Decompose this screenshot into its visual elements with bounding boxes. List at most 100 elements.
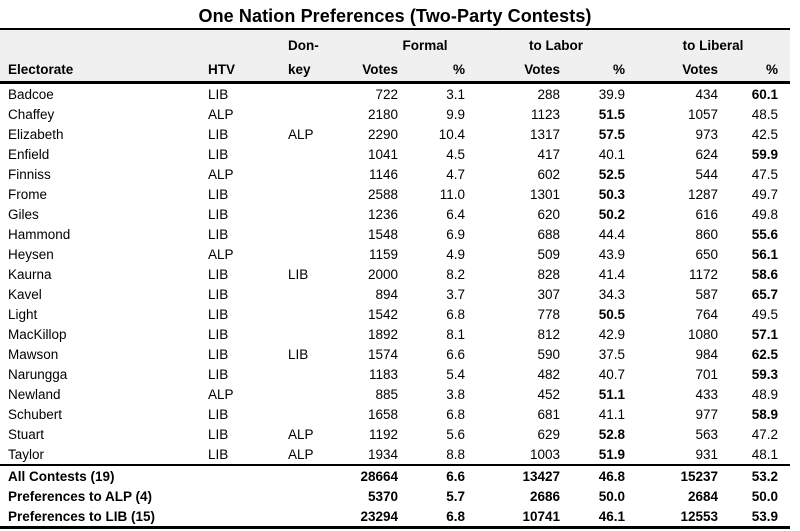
liberal-pct-cell: 58.6 (751, 266, 779, 282)
formal-votes-cell: 1183 (368, 366, 398, 382)
header-spacer-electorate (0, 29, 200, 54)
header-group-to-liberal: to Liberal (682, 38, 744, 53)
electorate-cell: Narungga (8, 366, 68, 382)
electorate-cell: Finniss (8, 166, 51, 182)
labor-pct-cell: 52.8 (598, 426, 626, 442)
electorate-cell: Elizabeth (8, 126, 64, 142)
donkey-cell: ALP (288, 126, 314, 142)
header-electorate: Electorate (8, 62, 74, 77)
table-row: Newland ALP 885 3.8 452 51.1 433 48.9 (0, 384, 790, 404)
donkey-cell (280, 83, 340, 105)
formal-pct-cell: 9.9 (446, 106, 466, 122)
formal-votes-cell: 1041 (367, 146, 398, 162)
labor-votes-cell: 288 (537, 86, 561, 102)
labor-votes-cell: 417 (537, 146, 561, 162)
labor-pct-cell: 50.2 (598, 206, 626, 222)
formal-pct-cell: 8.2 (446, 266, 466, 282)
formal-pct-cell: 6.6 (446, 346, 466, 362)
table-row: Heysen ALP 1159 4.9 509 43.9 650 56.1 (0, 244, 790, 264)
liberal-votes-cell: 616 (695, 206, 719, 222)
table-row: Finniss ALP 1146 4.7 602 52.5 544 47.5 (0, 164, 790, 184)
donkey-cell (280, 384, 340, 404)
liberal-votes-cell: 1080 (687, 326, 719, 342)
labor-votes-cell: 681 (537, 406, 561, 422)
labor-votes-cell: 1123 (530, 106, 561, 122)
header-group-to-labor: to Labor (529, 38, 584, 53)
electorate-cell: Kavel (8, 286, 42, 302)
table-row: Enfield LIB 1041 4.5 417 40.1 624 59.9 (0, 144, 790, 164)
liberal-votes-cell: 1057 (687, 106, 719, 122)
liberal-pct-cell: 59.3 (751, 366, 779, 382)
labor-votes-cell: 620 (537, 206, 561, 222)
table-header: Don- Formal to Labor to Liberal Electora… (0, 29, 791, 83)
total-label-cell: Preferences to LIB (15) (8, 508, 156, 524)
liberal-pct-cell: 47.2 (751, 426, 779, 442)
liberal-votes-cell: 650 (695, 246, 719, 262)
electorate-cell: Heysen (8, 246, 54, 262)
header-labor-pct: % (613, 62, 626, 77)
table-row: MacKillop LIB 1892 8.1 812 42.9 1080 57.1 (0, 324, 790, 344)
labor-pct-cell: 51.9 (598, 446, 626, 462)
htv-cell: LIB (208, 346, 229, 362)
labor-pct-cell: 42.9 (598, 326, 626, 342)
labor-votes-cell: 828 (537, 266, 561, 282)
table-body: Badcoe LIB 722 3.1 288 39.9 434 60.1 Chaffey ALP 2… (0, 83, 790, 466)
htv-cell: LIB (208, 186, 229, 202)
table-row: Taylor LIB ALP 1934 8.8 1003 51.9 931 48.1 (0, 444, 790, 465)
total-labor-pct-cell: 46.1 (598, 508, 626, 524)
liberal-pct-cell: 48.5 (751, 106, 779, 122)
electorate-cell: Schubert (8, 406, 63, 422)
labor-votes-cell: 602 (537, 166, 561, 182)
total-liberal-votes-cell: 15237 (680, 468, 719, 484)
formal-votes-cell: 885 (375, 386, 398, 402)
htv-cell: LIB (208, 146, 229, 162)
htv-cell: LIB (208, 306, 229, 322)
formal-pct-cell: 6.9 (446, 226, 466, 242)
liberal-pct-cell: 62.5 (751, 346, 779, 362)
column-header-row: Electorate HTV key Votes % Votes % Votes… (0, 54, 790, 83)
table-row: Kaurna LIB LIB 2000 8.2 828 41.4 1172 58.6 (0, 264, 790, 284)
donkey-cell (280, 204, 340, 224)
total-labor-pct-cell: 50.0 (598, 488, 626, 504)
table-row: Giles LIB 1236 6.4 620 50.2 616 49.8 (0, 204, 790, 224)
formal-pct-cell: 5.4 (446, 366, 466, 382)
htv-cell: LIB (208, 86, 229, 102)
htv-cell: LIB (208, 426, 229, 442)
liberal-pct-cell: 56.1 (751, 246, 779, 262)
formal-pct-cell: 6.8 (446, 406, 466, 422)
table-totals: All Contests (19) 28664 6.6 13427 46.8 15237 5… (0, 465, 791, 528)
total-label-cell: All Contests (19) (8, 468, 115, 484)
labor-pct-cell: 43.9 (598, 246, 626, 262)
donkey-cell: LIB (288, 346, 309, 362)
labor-pct-cell: 37.5 (598, 346, 626, 362)
liberal-votes-cell: 434 (695, 86, 719, 102)
total-liberal-pct-cell: 53.2 (751, 468, 779, 484)
donkey-cell: ALP (288, 446, 314, 462)
total-labor-votes-cell: 10741 (522, 508, 561, 524)
table-row: Light LIB 1542 6.8 778 50.5 764 49.5 (0, 304, 790, 324)
formal-pct-cell: 4.9 (446, 246, 466, 262)
formal-pct-cell: 8.1 (446, 326, 466, 342)
labor-pct-cell: 50.3 (598, 186, 626, 202)
formal-votes-cell: 2180 (367, 106, 398, 122)
formal-votes-cell: 1542 (367, 306, 398, 322)
formal-pct-cell: 3.8 (446, 386, 466, 402)
formal-votes-cell: 1146 (368, 166, 398, 182)
liberal-votes-cell: 1287 (687, 186, 719, 202)
donkey-cell: LIB (288, 266, 309, 282)
formal-votes-cell: 894 (375, 286, 398, 302)
table-row: Kavel LIB 894 3.7 307 34.3 587 65.7 (0, 284, 790, 304)
liberal-pct-cell: 48.9 (751, 386, 779, 402)
electorate-cell: Frome (8, 186, 48, 202)
total-labor-votes-cell: 13427 (522, 468, 561, 484)
formal-votes-cell: 1548 (367, 226, 398, 242)
table-row: Frome LIB 2588 11.0 1301 50.3 1287 49.7 (0, 184, 790, 204)
total-row: All Contests (19) 28664 6.6 13427 46.8 15237 5… (0, 465, 790, 486)
donkey-cell (280, 404, 340, 424)
header-liberal-pct: % (766, 62, 779, 77)
group-header-row: Don- Formal to Labor to Liberal (0, 29, 790, 54)
formal-pct-cell: 5.6 (446, 426, 466, 442)
htv-cell: ALP (208, 246, 234, 262)
htv-cell: LIB (208, 206, 229, 222)
electorate-cell: Taylor (8, 446, 45, 462)
